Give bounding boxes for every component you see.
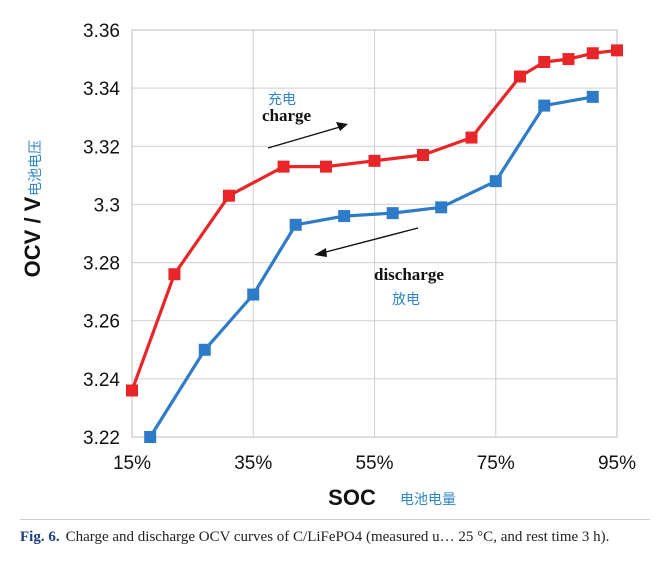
x-axis-title-cn: 电池电量 [400,492,456,508]
charge-point [223,189,235,202]
discharge-point [435,201,448,214]
charge-arrow [267,122,348,149]
grid-layer [131,29,618,438]
series-layer [126,44,623,443]
x-tick-label: 75% [477,453,515,474]
charge-label-cn: 充电 [268,92,296,108]
caption-divider [20,519,650,520]
y-tick-label: 3.22 [83,428,120,449]
discharge-label: discharge [374,265,444,284]
y-tick-label: 3.32 [83,137,120,158]
discharge-arrow [314,227,419,257]
discharge-point [489,175,502,188]
x-tick-label: 95% [598,453,636,474]
y-tick-label: 3.26 [83,312,120,333]
charge-label: charge [262,106,312,125]
plot-frame [131,29,618,438]
discharge-point [247,288,260,301]
charge-point [126,384,138,397]
discharge-label-cn: 放电 [392,292,420,308]
y-tick-label: 3.36 [83,21,120,42]
y-axis-title: OCV / V [20,196,45,277]
x-tick-label: 55% [355,453,393,474]
caption-text: Charge and discharge OCV curves of C/LiF… [65,529,610,545]
discharge-point [538,99,551,112]
discharge-point [386,207,399,220]
y-tick-label: 3.24 [83,370,120,391]
discharge-point [586,90,599,103]
charge-point [562,53,575,66]
y-tick-label: 3.3 [94,195,120,216]
charge-point [586,47,599,60]
axis-layer: 3.22 3.24 3.26 3.28 3.3 3.32 3.34 3.36 15% 35% 55%… [83,21,636,474]
charge-point [168,268,181,281]
caption-fig-label: Fig. 6. [20,529,60,545]
x-tick-label: 35% [234,453,272,474]
charge-point [514,70,526,83]
discharge-point [144,431,157,443]
charge-point [538,55,551,68]
discharge-series-line [148,95,595,439]
figure-caption: Fig. 6. Charge and discharge OCV curves o… [20,527,650,547]
charge-point [320,160,332,173]
y-tick-label: 3.28 [83,254,120,275]
y-tick-label: 3.34 [83,79,120,100]
charge-point [611,44,623,57]
charge-point [277,160,290,173]
y-axis-title-cn: 电池电压 [28,140,44,196]
discharge-point [338,210,351,223]
discharge-point [289,218,302,231]
x-axis-title: SOC [328,485,376,510]
charge-point [465,131,478,144]
discharge-point [198,343,211,356]
x-tick-label: 15% [113,453,151,474]
charge-point [417,149,429,162]
charge-point [368,154,381,167]
